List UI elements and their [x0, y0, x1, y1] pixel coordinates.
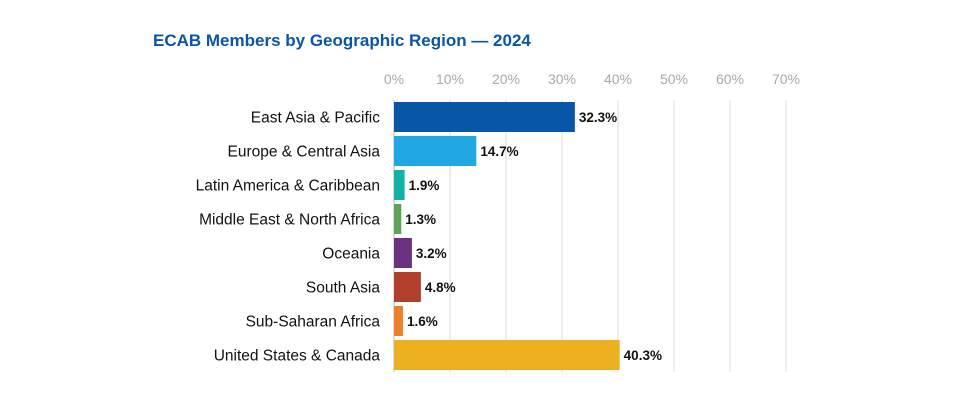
- x-tick-label: 40%: [604, 71, 632, 87]
- data-label: 4.8%: [425, 280, 456, 295]
- x-tick-label: 60%: [716, 71, 744, 87]
- category-label: Oceania: [322, 246, 380, 263]
- data-label: 3.2%: [416, 246, 447, 261]
- bar: [394, 204, 402, 234]
- bar: [394, 136, 477, 166]
- category-label: Latin America & Caribbean: [196, 178, 380, 195]
- data-label: 14.7%: [480, 144, 518, 159]
- x-tick-label: 0%: [384, 71, 404, 87]
- x-tick-label: 70%: [772, 71, 800, 87]
- x-tick-label: 20%: [492, 71, 520, 87]
- data-label: 40.3%: [624, 348, 662, 363]
- x-tick-label: 30%: [548, 71, 576, 87]
- category-label: East Asia & Pacific: [251, 110, 380, 127]
- bar: [394, 306, 403, 336]
- chart-title: ECAB Members by Geographic Region — 2024: [153, 31, 531, 50]
- bar: [394, 272, 421, 302]
- category-label: Europe & Central Asia: [227, 144, 380, 161]
- x-tick-label: 10%: [436, 71, 464, 87]
- data-label: 1.3%: [405, 212, 436, 227]
- category-label: Middle East & North Africa: [199, 212, 380, 229]
- bar: [394, 340, 620, 370]
- category-label: Sub-Saharan Africa: [246, 314, 381, 331]
- category-label: South Asia: [306, 280, 380, 297]
- bar: [394, 102, 575, 132]
- data-label: 1.9%: [409, 178, 440, 193]
- bar: [394, 170, 405, 200]
- bar: [394, 238, 412, 268]
- x-tick-label: 50%: [660, 71, 688, 87]
- category-label: United States & Canada: [214, 348, 381, 365]
- data-label: 32.3%: [579, 110, 617, 125]
- data-label: 1.6%: [407, 314, 438, 329]
